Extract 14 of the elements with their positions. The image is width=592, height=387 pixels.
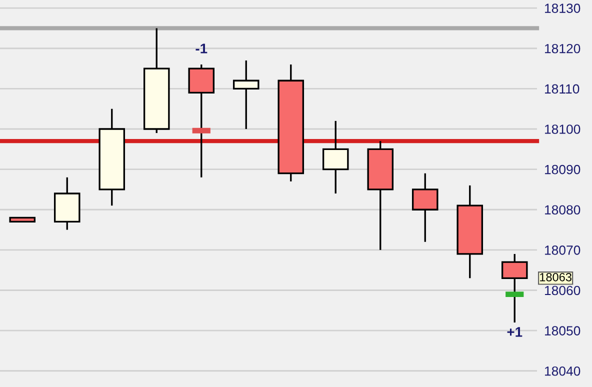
y-tick-label: 18130 (545, 4, 580, 13)
y-tick-label: 18060 (545, 286, 580, 296)
y-tick-label: 18110 (545, 84, 580, 94)
text: 18063 (540, 272, 572, 282)
y-tick-label: 18100 (545, 124, 580, 134)
y-tick-label: 18090 (545, 164, 580, 174)
y-tick-label: 18120 (545, 44, 580, 54)
y-tick-label: 18070 (545, 246, 580, 255)
y-tick-label: 18050 (545, 326, 580, 336)
y-tick-label: 18080 (545, 205, 580, 215)
text: +1 (507, 327, 522, 337)
y-tick-label: 18040 (545, 366, 580, 376)
candlestick (232, 60, 260, 130)
text: -1 (196, 44, 208, 54)
